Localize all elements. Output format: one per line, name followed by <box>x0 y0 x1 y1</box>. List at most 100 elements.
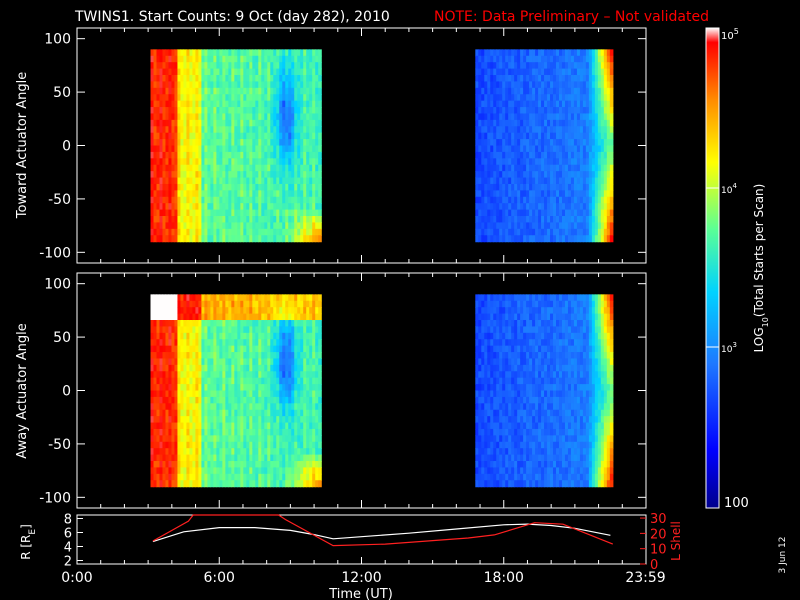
heatmap-cell <box>231 107 235 115</box>
heatmap-cell <box>484 467 488 475</box>
heatmap-cell <box>282 326 286 334</box>
heatmap-cell <box>526 190 530 198</box>
heatmap-cell <box>288 171 292 179</box>
heatmap-cell <box>481 345 485 353</box>
heatmap-cell <box>255 307 259 315</box>
heatmap-cell <box>285 480 289 488</box>
heatmap-cell <box>210 345 214 353</box>
heatmap-cell <box>478 403 482 411</box>
heatmap-cell <box>496 209 500 217</box>
heatmap-cell <box>276 339 280 347</box>
heatmap-cell <box>306 345 310 353</box>
heatmap-cell <box>261 307 265 315</box>
heatmap-cell <box>306 384 310 392</box>
heatmap-cell <box>231 171 235 179</box>
heatmap-cell <box>156 441 161 449</box>
heatmap-cell <box>225 164 229 172</box>
heatmap-cell <box>609 222 614 230</box>
heatmap-cell <box>189 132 194 140</box>
heatmap-cell <box>318 454 322 462</box>
heatmap-cell <box>258 332 262 340</box>
heatmap-cell <box>502 62 506 70</box>
heatmap-cell <box>279 81 283 89</box>
heatmap-cell <box>261 326 265 334</box>
heatmap-cell <box>570 171 575 179</box>
heatmap-cell <box>523 62 527 70</box>
heatmap-cell <box>162 235 167 243</box>
heatmap-cell <box>561 235 566 243</box>
heatmap-cell <box>591 171 596 179</box>
heatmap-cell <box>576 164 581 172</box>
heatmap-cell <box>213 390 217 398</box>
heatmap-cell <box>481 75 485 83</box>
heatmap-cell <box>222 332 226 340</box>
heatmap-cell <box>177 119 182 127</box>
heatmap-cell <box>520 196 524 204</box>
heatmap-cell <box>609 75 614 83</box>
heatmap-cell <box>264 448 268 456</box>
heatmap-cell <box>514 196 518 204</box>
heatmap-cell <box>478 222 482 230</box>
heatmap-cell <box>267 448 271 456</box>
heatmap-cell <box>541 177 545 185</box>
heatmap-cell <box>520 119 524 127</box>
heatmap-cell <box>255 396 259 404</box>
heatmap-cell <box>511 158 515 166</box>
heatmap-cell <box>189 428 194 436</box>
heatmap-cell <box>294 428 298 436</box>
heatmap-cell <box>478 107 482 115</box>
heatmap-cell <box>493 145 497 153</box>
heatmap-cell <box>258 345 262 353</box>
heatmap-cell <box>258 448 262 456</box>
heatmap-cell <box>192 441 197 449</box>
heatmap-cell <box>508 49 512 57</box>
heatmap-cell <box>475 416 479 424</box>
heatmap-cell <box>511 196 515 204</box>
heatmap-cell <box>481 428 485 436</box>
heatmap-cell <box>165 94 170 102</box>
heatmap-cell <box>237 441 241 449</box>
heatmap-cell <box>261 62 265 70</box>
heatmap-cell <box>213 441 217 449</box>
heatmap-cell <box>303 183 307 191</box>
heatmap-cell <box>594 55 599 63</box>
heatmap-cell <box>282 68 286 76</box>
heatmap-cell <box>204 145 208 153</box>
heatmap-cell <box>508 164 512 172</box>
heatmap-cell <box>309 75 313 83</box>
heatmap-cell <box>267 119 271 127</box>
heatmap-cell <box>183 62 188 70</box>
heatmap-cell <box>243 352 247 360</box>
heatmap-cell <box>222 87 226 95</box>
heatmap-cell <box>162 384 167 392</box>
heatmap-cell <box>156 145 161 153</box>
heatmap-cell <box>306 222 310 230</box>
heatmap-cell <box>162 151 167 159</box>
heatmap-cell <box>267 113 271 121</box>
heatmap-cell <box>475 352 479 360</box>
heatmap-cell <box>312 416 316 424</box>
heatmap-cell <box>288 441 292 449</box>
heatmap-cell <box>243 81 247 89</box>
heatmap-cell <box>225 235 229 243</box>
heatmap-cell <box>579 55 584 63</box>
heatmap-cell <box>192 235 197 243</box>
heatmap-cell <box>231 371 235 379</box>
heatmap-cell <box>252 294 256 302</box>
heatmap-cell <box>484 454 488 462</box>
heatmap-cell <box>195 461 200 469</box>
heatmap-cell <box>180 467 185 475</box>
heatmap-cell <box>234 209 238 217</box>
heatmap-cell <box>213 216 217 224</box>
heatmap-cell <box>520 145 524 153</box>
heatmap-cell <box>309 352 313 360</box>
heatmap-cell <box>294 416 298 424</box>
heatmap-cell <box>279 345 283 353</box>
heatmap-cell <box>171 164 176 172</box>
heatmap-cell <box>270 326 274 334</box>
heatmap-cell <box>291 177 295 185</box>
heatmap-cell <box>234 55 238 63</box>
heatmap-cell <box>207 68 211 76</box>
heatmap-cell <box>153 416 158 424</box>
heatmap-cell <box>582 235 587 243</box>
